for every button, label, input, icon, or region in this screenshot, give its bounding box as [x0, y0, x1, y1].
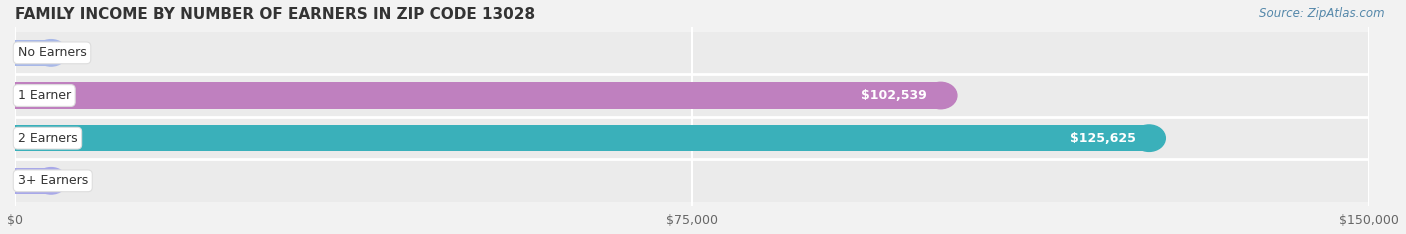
Text: 1 Earner: 1 Earner [18, 89, 70, 102]
Ellipse shape [924, 82, 957, 109]
Text: $102,539: $102,539 [862, 89, 927, 102]
Bar [15, 160, 1369, 202]
Text: 2 Earners: 2 Earners [18, 132, 77, 145]
Ellipse shape [35, 40, 67, 66]
Bar [15, 117, 1369, 160]
Text: 3+ Earners: 3+ Earners [18, 174, 89, 187]
Text: No Earners: No Earners [18, 46, 86, 59]
Ellipse shape [1133, 125, 1166, 151]
Bar [15, 125, 1149, 151]
Text: Source: ZipAtlas.com: Source: ZipAtlas.com [1260, 7, 1385, 20]
Ellipse shape [35, 168, 67, 194]
Bar [15, 168, 51, 194]
Bar [15, 32, 1369, 74]
Bar [15, 74, 1369, 117]
Text: $0: $0 [76, 174, 91, 187]
Text: FAMILY INCOME BY NUMBER OF EARNERS IN ZIP CODE 13028: FAMILY INCOME BY NUMBER OF EARNERS IN ZI… [15, 7, 536, 22]
Text: $0: $0 [76, 46, 91, 59]
Bar [15, 82, 941, 109]
Bar [15, 40, 51, 66]
Text: $125,625: $125,625 [1070, 132, 1136, 145]
